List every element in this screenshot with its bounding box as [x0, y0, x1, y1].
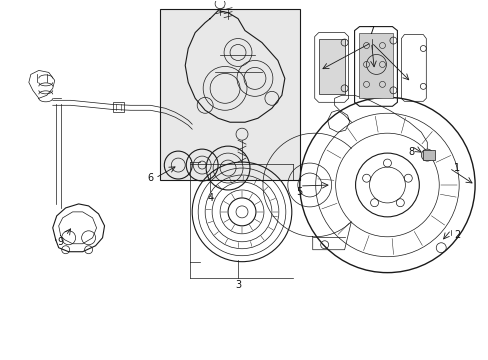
Text: 6: 6	[147, 173, 153, 183]
Text: 7: 7	[367, 26, 374, 36]
Bar	[160, 9, 299, 180]
Text: 2: 2	[453, 230, 459, 240]
Text: 8: 8	[407, 147, 413, 157]
Text: 3: 3	[234, 280, 241, 289]
Text: 4: 4	[206, 193, 213, 203]
Circle shape	[215, 0, 224, 9]
Bar	[112, 102, 124, 112]
Bar	[423, 150, 434, 160]
Text: 9: 9	[58, 237, 63, 247]
Circle shape	[421, 149, 432, 161]
Polygon shape	[358, 32, 393, 98]
Text: 1: 1	[453, 163, 459, 173]
Polygon shape	[318, 39, 344, 94]
Text: 5: 5	[296, 187, 302, 197]
